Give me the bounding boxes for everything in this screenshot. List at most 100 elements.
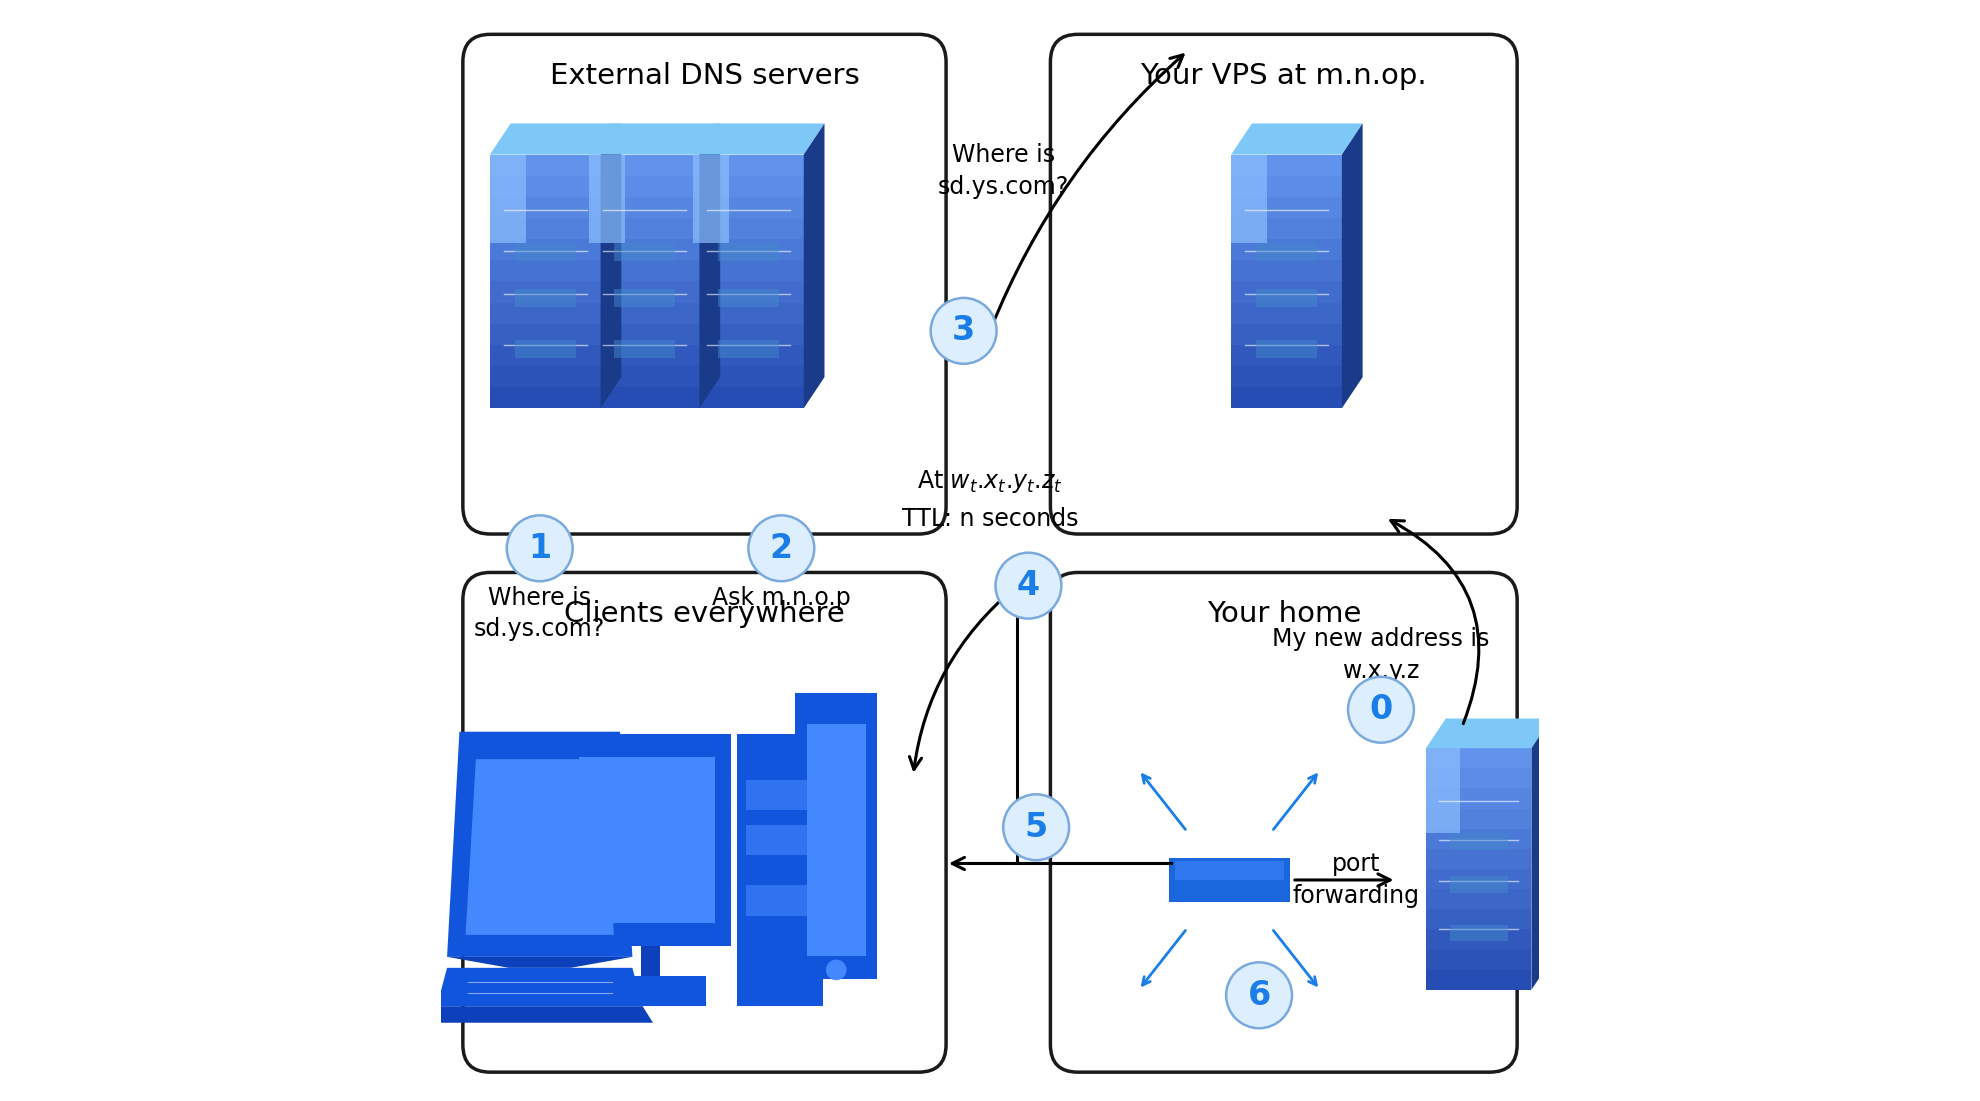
Polygon shape [1426, 970, 1531, 990]
Polygon shape [1426, 869, 1531, 890]
Polygon shape [719, 290, 778, 307]
Polygon shape [693, 239, 804, 260]
Polygon shape [447, 957, 632, 968]
Polygon shape [1426, 949, 1531, 970]
Polygon shape [1342, 123, 1362, 408]
Polygon shape [693, 366, 804, 388]
Polygon shape [1449, 876, 1507, 893]
Polygon shape [588, 154, 699, 176]
Text: port
forwarding: port forwarding [1293, 852, 1420, 907]
Polygon shape [588, 239, 699, 260]
Polygon shape [515, 243, 576, 261]
Polygon shape [489, 176, 600, 197]
Polygon shape [1255, 243, 1317, 261]
Polygon shape [588, 282, 699, 303]
Polygon shape [1232, 239, 1342, 260]
Polygon shape [489, 345, 600, 366]
Polygon shape [693, 282, 804, 303]
Polygon shape [1232, 154, 1342, 176]
Text: Clients everywhere: Clients everywhere [564, 600, 845, 628]
Polygon shape [796, 694, 877, 979]
Text: Ask m.n.o.p: Ask m.n.o.p [713, 586, 851, 610]
Polygon shape [1168, 858, 1289, 902]
Polygon shape [564, 734, 731, 946]
Polygon shape [1232, 260, 1342, 282]
Polygon shape [746, 780, 814, 810]
Polygon shape [489, 366, 600, 388]
Polygon shape [1255, 340, 1317, 358]
Polygon shape [489, 154, 600, 176]
Polygon shape [806, 724, 865, 957]
Polygon shape [447, 732, 632, 957]
Text: Your VPS at m.n.op.: Your VPS at m.n.op. [1140, 62, 1428, 90]
Polygon shape [489, 282, 600, 303]
Polygon shape [1232, 218, 1342, 239]
Polygon shape [515, 340, 576, 358]
Text: 5: 5 [1024, 810, 1047, 843]
Polygon shape [489, 239, 600, 260]
Polygon shape [1232, 123, 1362, 154]
Polygon shape [1426, 768, 1531, 788]
Polygon shape [693, 154, 729, 243]
Circle shape [1004, 794, 1069, 860]
Circle shape [931, 298, 996, 363]
Polygon shape [588, 260, 699, 282]
Polygon shape [1255, 290, 1317, 307]
Polygon shape [1232, 366, 1342, 388]
Text: Where is
sd.ys.com?: Where is sd.ys.com? [939, 143, 1069, 199]
Polygon shape [719, 340, 778, 358]
Text: 3: 3 [952, 315, 976, 347]
Polygon shape [699, 123, 721, 408]
Polygon shape [746, 885, 814, 916]
Circle shape [1348, 677, 1414, 743]
Polygon shape [614, 243, 675, 261]
Polygon shape [1426, 909, 1531, 929]
Polygon shape [1426, 829, 1531, 849]
Polygon shape [804, 123, 824, 408]
Polygon shape [1232, 282, 1342, 303]
Polygon shape [588, 366, 699, 388]
Polygon shape [693, 303, 804, 324]
Text: My new address is
w.x.y.z: My new address is w.x.y.z [1273, 628, 1489, 683]
Polygon shape [489, 303, 600, 324]
Text: External DNS servers: External DNS servers [550, 62, 859, 90]
Polygon shape [489, 260, 600, 282]
Polygon shape [489, 154, 527, 243]
Polygon shape [1426, 749, 1531, 768]
Polygon shape [465, 760, 614, 935]
Polygon shape [1232, 303, 1342, 324]
Polygon shape [693, 260, 804, 282]
Polygon shape [614, 340, 675, 358]
Polygon shape [1426, 890, 1531, 909]
Polygon shape [719, 243, 778, 261]
Polygon shape [426, 1006, 653, 1023]
FancyBboxPatch shape [1051, 34, 1517, 534]
Text: 4: 4 [1018, 569, 1040, 602]
Polygon shape [614, 290, 675, 307]
Circle shape [507, 515, 572, 581]
Polygon shape [580, 757, 715, 924]
Polygon shape [588, 324, 699, 345]
Polygon shape [489, 197, 600, 218]
Circle shape [826, 960, 847, 980]
Text: 6: 6 [1247, 979, 1271, 1012]
Polygon shape [1449, 832, 1507, 850]
Text: At $w_t$.$x_t$.$y_t$.$z_t$: At $w_t$.$x_t$.$y_t$.$z_t$ [917, 468, 1063, 495]
Polygon shape [737, 734, 824, 1006]
Polygon shape [1232, 388, 1342, 408]
FancyBboxPatch shape [463, 34, 946, 534]
Polygon shape [515, 290, 576, 307]
Polygon shape [588, 154, 624, 243]
Polygon shape [746, 825, 814, 855]
Polygon shape [438, 968, 644, 1006]
Text: TTL: n seconds: TTL: n seconds [901, 506, 1079, 531]
Polygon shape [1426, 929, 1531, 949]
Polygon shape [588, 123, 721, 154]
Polygon shape [489, 123, 622, 154]
FancyBboxPatch shape [1051, 573, 1517, 1072]
Polygon shape [693, 176, 804, 197]
Polygon shape [693, 324, 804, 345]
Polygon shape [489, 218, 600, 239]
Polygon shape [693, 388, 804, 408]
Polygon shape [693, 154, 804, 176]
